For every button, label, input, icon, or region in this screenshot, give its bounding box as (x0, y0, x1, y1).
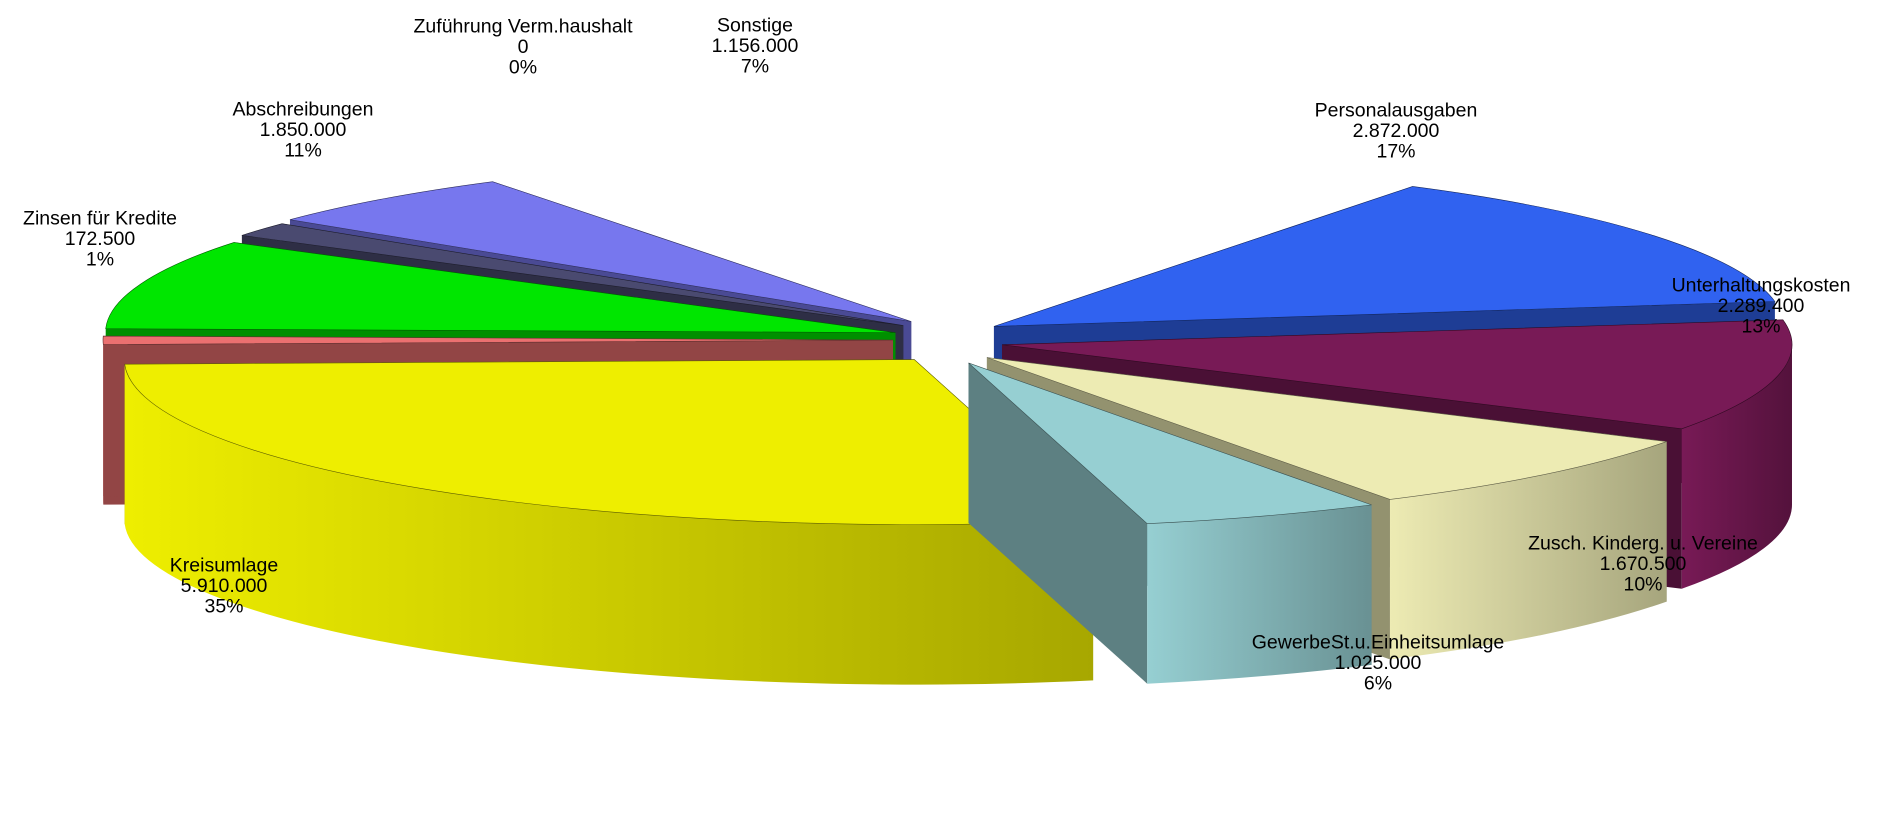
slice-value: 1.850.000 (260, 119, 347, 141)
pie-slice-top (289, 181, 912, 322)
slice-value: 1.670.500 (1600, 553, 1687, 575)
pie-slice-wall (1147, 504, 1372, 684)
pie-slice-wall (1389, 441, 1667, 660)
pie-slice-top (968, 362, 1372, 524)
slice-value: 2.872.000 (1353, 120, 1440, 142)
slice-percent: 35% (204, 596, 243, 618)
slice-label: GewerbeSt.u.Einheitsumlage 1.025.000 6% (1252, 632, 1505, 695)
slice-name: Unterhaltungskosten (1672, 275, 1851, 297)
slice-name: Zusch. Kinderg. u. Vereine (1528, 533, 1758, 555)
pie-slice (968, 362, 1372, 684)
slice-percent: 7% (741, 56, 769, 78)
slice-percent: 17% (1376, 141, 1415, 163)
slice-percent: 1% (86, 249, 114, 271)
slice-value: 2.289.400 (1718, 295, 1805, 317)
slice-percent: 11% (284, 140, 322, 162)
pie-slice-top (105, 242, 896, 333)
slice-label: Kreisumlage 5.910.000 35% (170, 555, 278, 618)
pie-slice-side (968, 362, 1148, 684)
slice-value: 1.156.000 (712, 35, 799, 57)
slice-label: Zuführung Verm.haushalt 0 0% (414, 16, 634, 79)
slice-label: Unterhaltungskosten 2.289.400 13% (1672, 275, 1851, 338)
slice-name: Personalausgaben (1315, 100, 1478, 122)
slice-name: Zinsen für Kredite (23, 208, 177, 230)
slice-label: Zusch. Kinderg. u. Vereine 1.670.500 10% (1528, 533, 1758, 596)
slice-percent: 6% (1364, 673, 1392, 695)
slice-name: Abschreibungen (233, 99, 374, 121)
pie-slice-top (241, 223, 904, 326)
slice-label: Zinsen für Kredite 172.500 1% (23, 208, 177, 271)
slice-label: Abschreibungen 1.850.000 11% (233, 99, 374, 162)
slice-value: 0 (518, 36, 529, 58)
slice-percent: 0% (509, 57, 537, 79)
slice-name: Kreisumlage (170, 555, 278, 577)
slice-label: Personalausgaben 2.872.000 17% (1315, 100, 1478, 163)
slice-percent: 10% (1623, 574, 1662, 596)
pie-slice-top (102, 335, 894, 345)
slice-name: Sonstige (717, 15, 793, 37)
pie-slice-wall (1681, 344, 1792, 589)
pie-slice-top (1001, 319, 1793, 430)
pie-slices (102, 181, 1793, 685)
pie-slice-wall (124, 364, 1094, 685)
slice-value: 1.025.000 (1335, 652, 1422, 674)
pie-slice-top (986, 357, 1667, 500)
slice-name: Zuführung Verm.haushalt (414, 16, 634, 38)
slice-name: GewerbeSt.u.Einheitsumlage (1252, 632, 1505, 654)
slice-value: 5.910.000 (181, 575, 268, 597)
pie-labels: Personalausgaben 2.872.000 17% Unterhaltung… (23, 15, 1850, 695)
slice-value: 172.500 (65, 228, 136, 250)
slice-percent: 13% (1741, 316, 1780, 338)
pie-slice-top (993, 186, 1776, 327)
pie-slice (124, 359, 1094, 685)
slice-label: Sonstige 1.156.000 7% (712, 15, 799, 78)
pie-slice-top (124, 359, 1094, 525)
